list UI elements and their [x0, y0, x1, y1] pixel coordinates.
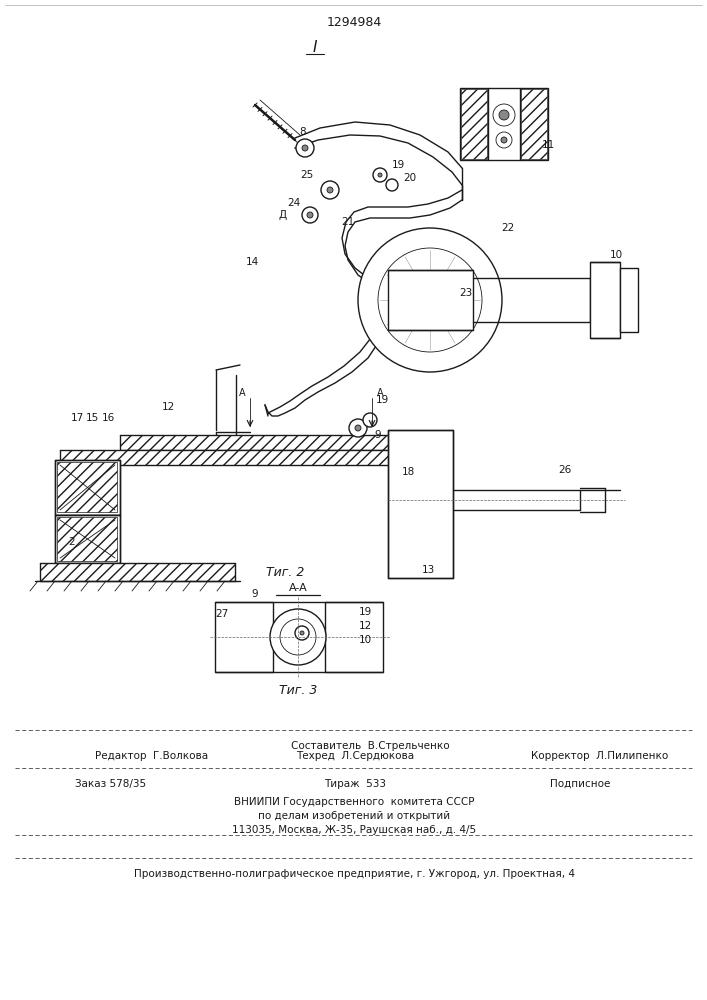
Circle shape — [300, 631, 304, 635]
Circle shape — [363, 413, 377, 427]
Text: 24: 24 — [287, 198, 300, 208]
Text: 10: 10 — [358, 635, 372, 645]
Text: Тираж  533: Тираж 533 — [324, 779, 386, 789]
Bar — [521, 89, 547, 159]
Circle shape — [378, 173, 382, 177]
Text: 2: 2 — [69, 537, 76, 547]
Text: 13: 13 — [421, 565, 435, 575]
Bar — [40, 563, 235, 581]
Text: 23: 23 — [460, 288, 472, 298]
Text: A-A: A-A — [288, 583, 308, 593]
Text: 22: 22 — [501, 223, 515, 233]
Text: Производственно-полиграфическое предприятие, г. Ужгород, ул. Проектная, 4: Производственно-полиграфическое предприя… — [134, 869, 575, 879]
Text: Д: Д — [279, 210, 287, 220]
Text: 12: 12 — [358, 621, 372, 631]
Circle shape — [499, 110, 509, 120]
Text: 16: 16 — [101, 413, 115, 423]
Bar — [55, 515, 120, 563]
Text: 21: 21 — [341, 217, 355, 227]
Text: 19: 19 — [375, 395, 389, 405]
Bar — [388, 270, 473, 330]
Circle shape — [496, 132, 512, 148]
Text: 10: 10 — [609, 250, 623, 260]
Circle shape — [321, 181, 339, 199]
Text: Редактор  Г.Волкова: Редактор Г.Волкова — [95, 751, 208, 761]
Text: 18: 18 — [402, 467, 414, 477]
Bar — [325, 602, 383, 672]
Bar — [57, 517, 117, 561]
Bar — [55, 460, 120, 515]
Bar — [460, 88, 548, 160]
Circle shape — [327, 187, 333, 193]
Text: 9: 9 — [252, 589, 258, 599]
Circle shape — [418, 288, 442, 312]
Text: Заказ 578/35: Заказ 578/35 — [75, 779, 146, 789]
Bar — [215, 602, 273, 672]
Circle shape — [373, 168, 387, 182]
Text: 1294984: 1294984 — [327, 15, 382, 28]
Text: 19: 19 — [392, 160, 404, 170]
Text: 9: 9 — [375, 430, 381, 440]
Text: Τиг. 3: Τиг. 3 — [279, 684, 317, 696]
Bar — [590, 262, 620, 338]
Text: Подписное: Подписное — [550, 779, 610, 789]
Text: A: A — [239, 388, 245, 398]
Text: 15: 15 — [86, 413, 98, 423]
Circle shape — [270, 609, 326, 665]
Text: 12: 12 — [161, 402, 175, 412]
Bar — [325, 602, 383, 672]
Text: 17: 17 — [71, 413, 83, 423]
Bar — [60, 450, 390, 465]
Bar — [215, 602, 273, 672]
Circle shape — [296, 139, 314, 157]
Text: Составитель  В.Стрельченко: Составитель В.Стрельченко — [291, 741, 450, 751]
Bar — [461, 89, 487, 159]
Circle shape — [378, 248, 482, 352]
Text: 19: 19 — [358, 607, 372, 617]
Text: Техред  Л.Сердюкова: Техред Л.Сердюкова — [296, 751, 414, 761]
Bar — [620, 268, 638, 332]
Circle shape — [302, 145, 308, 151]
Text: 11: 11 — [542, 140, 554, 150]
Text: 14: 14 — [245, 257, 259, 267]
Circle shape — [386, 179, 398, 191]
Circle shape — [295, 626, 309, 640]
Text: 26: 26 — [559, 465, 572, 475]
Text: I: I — [312, 40, 317, 55]
Circle shape — [280, 619, 316, 655]
Text: 8: 8 — [300, 127, 306, 137]
Circle shape — [358, 228, 502, 372]
Bar — [388, 430, 453, 578]
Text: 27: 27 — [216, 609, 228, 619]
Circle shape — [302, 207, 318, 223]
Text: по делам изобретений и открытий: по делам изобретений и открытий — [258, 811, 450, 821]
Text: Τиг. 2: Τиг. 2 — [266, 566, 304, 578]
Bar — [57, 462, 117, 512]
Text: 20: 20 — [404, 173, 416, 183]
Circle shape — [355, 425, 361, 431]
Text: 25: 25 — [300, 170, 314, 180]
Text: ВНИИПИ Государственного  комитета СССР: ВНИИПИ Государственного комитета СССР — [234, 797, 474, 807]
Text: 113035, Москва, Ж-35, Раушская наб., д. 4/5: 113035, Москва, Ж-35, Раушская наб., д. … — [232, 825, 476, 835]
Text: Корректор  Л.Пилипенко: Корректор Л.Пилипенко — [532, 751, 669, 761]
Text: A: A — [377, 388, 383, 398]
Circle shape — [501, 137, 507, 143]
Circle shape — [493, 104, 515, 126]
Circle shape — [349, 419, 367, 437]
Bar — [120, 435, 390, 450]
Circle shape — [307, 212, 313, 218]
